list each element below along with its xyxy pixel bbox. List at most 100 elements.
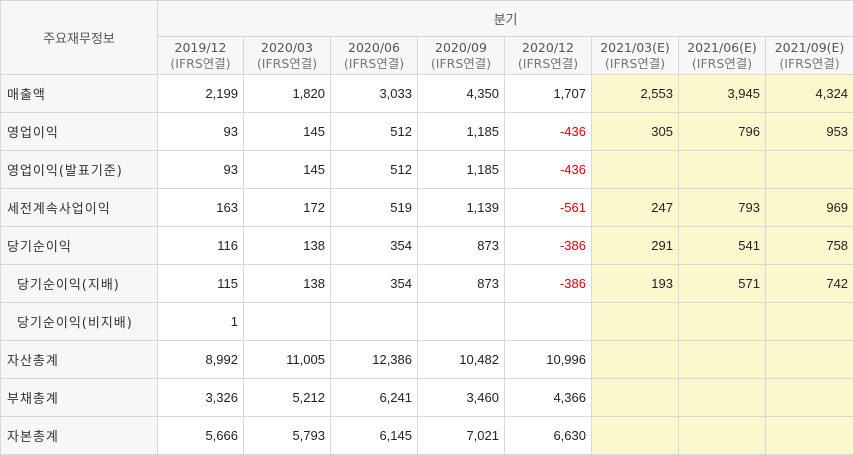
period-label: 2019/12: [174, 39, 227, 55]
period-label: 2021/06(E): [687, 39, 757, 55]
value-cell: 3,326: [157, 378, 244, 417]
value-cell: 796: [678, 112, 766, 151]
value-cell: [764, 378, 854, 417]
value-cell: -386: [504, 264, 592, 303]
value-cell: 305: [591, 112, 679, 151]
period-basis: (IFRS연결): [170, 55, 231, 71]
value-cell: [591, 378, 679, 417]
row-label: 당기순이익(비지배): [0, 302, 158, 341]
value-cell: [678, 302, 766, 341]
value-cell: [591, 150, 679, 189]
value-cell: 873: [417, 264, 505, 303]
value-cell: 93: [157, 150, 244, 189]
table-row: 자산총계 8,992 11,005 12,386 10,482 10,996: [0, 340, 854, 379]
value-cell: [591, 302, 679, 341]
value-cell: [678, 340, 766, 379]
table-row: 당기순이익(비지배) 1: [0, 302, 854, 341]
value-cell: 354: [330, 264, 418, 303]
value-cell: 354: [330, 226, 418, 265]
row-label: 세전계속사업이익: [0, 188, 158, 227]
period-basis: (IFRS연결): [517, 55, 579, 71]
value-cell: [678, 378, 766, 417]
value-cell: [764, 416, 854, 455]
value-cell: [504, 302, 592, 341]
value-cell: 3,033: [330, 74, 418, 113]
table-row: 영업이익(발표기준) 93 145 512 1,185 -436: [0, 150, 854, 189]
value-cell: 115: [157, 264, 244, 303]
period-header: 2020/09 (IFRS연결): [417, 36, 505, 75]
period-basis: (IFRS연결): [779, 55, 840, 71]
period-basis: (IFRS연결): [430, 55, 492, 71]
period-basis: (IFRS연결): [691, 55, 753, 71]
value-cell: 172: [243, 188, 331, 227]
row-label: 당기순이익: [0, 226, 158, 265]
table-row: 영업이익 93 145 512 1,185 -436 305 796 953: [0, 112, 854, 151]
row-label: 영업이익: [0, 112, 158, 151]
value-cell: 145: [243, 112, 331, 151]
value-cell: 193: [591, 264, 679, 303]
period-label: 2020/06: [348, 39, 400, 55]
quarterly-group-header: 분기: [156, 0, 854, 37]
corner-header: 주요재무정보: [0, 0, 158, 75]
value-cell: 93: [157, 112, 244, 151]
value-cell: 1,820: [243, 74, 331, 113]
value-cell: 5,793: [243, 416, 331, 455]
table-row: 부채총계 3,326 5,212 6,241 3,460 4,366: [0, 378, 854, 417]
value-cell: 2,553: [591, 74, 679, 113]
table-row: 당기순이익(지배) 115 138 354 873 -386 193 571 742: [0, 264, 854, 303]
period-header: 2020/06 (IFRS연결): [330, 36, 418, 75]
table-row: 세전계속사업이익 163 172 519 1,139 -561 247 793 969: [0, 188, 854, 227]
value-cell: 953: [764, 112, 854, 151]
value-cell: 742: [764, 264, 854, 303]
row-label: 매출액: [0, 74, 158, 113]
value-cell: 3,945: [678, 74, 766, 113]
value-cell: 4,366: [504, 378, 592, 417]
table-row: 당기순이익 116 138 354 873 -386 291 541 758: [0, 226, 854, 265]
value-cell: 116: [157, 226, 244, 265]
period-header: 2021/03(E) (IFRS연결): [591, 36, 679, 75]
value-cell: 11,005: [243, 340, 331, 379]
value-cell: 291: [591, 226, 679, 265]
row-label: 부채총계: [0, 378, 158, 417]
value-cell: [417, 302, 505, 341]
period-header: 2021/06(E) (IFRS연결): [678, 36, 766, 75]
period-label: 2021/09(E): [774, 39, 845, 55]
period-header: 2019/12 (IFRS연결): [157, 36, 244, 75]
value-cell: 1,185: [417, 112, 505, 151]
value-cell: [764, 150, 854, 189]
period-label: 2021/03(E): [600, 39, 670, 55]
value-cell: 138: [243, 264, 331, 303]
value-cell: 12,386: [330, 340, 418, 379]
value-cell: 541: [678, 226, 766, 265]
value-cell: 519: [330, 188, 418, 227]
value-cell: 10,996: [504, 340, 592, 379]
period-basis: (IFRS연결): [604, 55, 666, 71]
period-basis: (IFRS연결): [256, 55, 318, 71]
row-label: 당기순이익(지배): [0, 264, 158, 303]
value-cell: -561: [504, 188, 592, 227]
value-cell: 1: [157, 302, 244, 341]
value-cell: 512: [330, 112, 418, 151]
table-row: 자본총계 5,666 5,793 6,145 7,021 6,630: [0, 416, 854, 455]
value-cell: 571: [678, 264, 766, 303]
value-cell: 1,139: [417, 188, 505, 227]
value-cell: [764, 302, 854, 341]
value-cell: -436: [504, 150, 592, 189]
period-header: 2020/12 (IFRS연결): [504, 36, 592, 75]
value-cell: 4,324: [764, 74, 854, 113]
value-cell: 758: [764, 226, 854, 265]
period-header: 2021/09(E) (IFRS연결): [764, 36, 854, 75]
table-row: 매출액 2,199 1,820 3,033 4,350 1,707 2,553 3,945 4,…: [0, 74, 854, 113]
period-header: 2020/03 (IFRS연결): [243, 36, 331, 75]
value-cell: 969: [764, 188, 854, 227]
value-cell: 5,212: [243, 378, 331, 417]
value-cell: 793: [678, 188, 766, 227]
value-cell: 4,350: [417, 74, 505, 113]
value-cell: 3,460: [417, 378, 505, 417]
value-cell: 6,145: [330, 416, 418, 455]
row-label: 영업이익(발표기준): [0, 150, 158, 189]
value-cell: [243, 302, 331, 341]
value-cell: [591, 340, 679, 379]
value-cell: [764, 340, 854, 379]
period-label: 2020/09: [435, 39, 487, 55]
